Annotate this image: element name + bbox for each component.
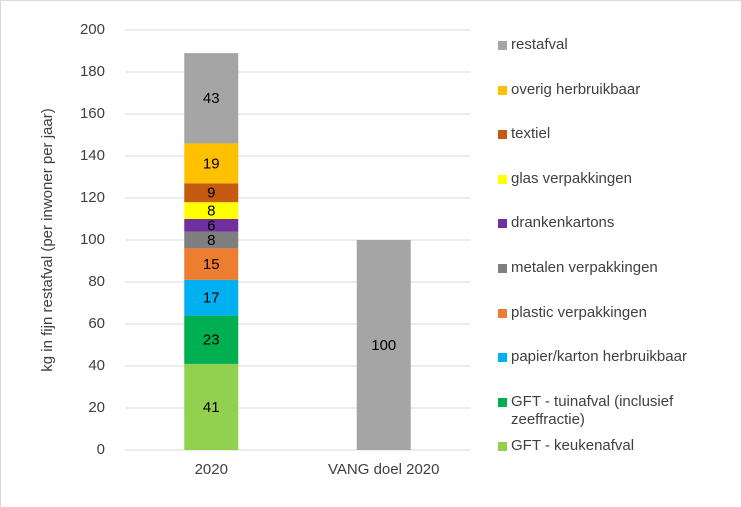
legend-item: textiel [498,125,738,143]
legend-swatch [498,85,507,95]
data-label: 100 [371,337,396,354]
data-label: 8 [207,232,215,249]
bar-segment [184,219,239,232]
data-label: 8 [207,203,215,220]
legend-label: GFT - keukenafval [511,437,635,455]
x-tick-label: VANG doel 2020 [328,461,439,478]
bar-segment [184,202,239,219]
legend-swatch [498,353,507,363]
legend-label: papier/karton herbruikbaar [511,348,687,366]
y-tick-label: 100 [80,231,105,248]
legend-item: GFT - tuinafval (inclusief zeeffractie) [498,393,738,429]
data-label: 23 [203,332,220,349]
data-label: 15 [203,256,220,273]
legend-item: GFT - keukenafval [498,437,738,455]
bar-segment [184,279,239,316]
legend-swatch [498,442,507,452]
legend-item: overig herbruikbaar [498,81,738,99]
y-tick-label: 0 [97,441,105,458]
data-label: 41 [203,399,220,416]
legend-item: metalen verpakkingen [498,259,738,277]
bar-segment [184,183,239,203]
legend-item: plastic verpakkingen [498,304,738,322]
bar-segment [184,53,239,144]
y-tick-label: 80 [88,273,105,290]
legend-label: GFT - tuinafval (inclusief zeeffractie) [511,392,674,428]
legend-item: restafval [498,36,738,54]
legend-label: textiel [511,125,551,143]
bar-segment [356,240,411,450]
y-tick-label: 160 [80,105,105,122]
y-tick-label: 120 [80,189,105,206]
bar-segment [184,143,239,184]
legend-swatch [498,264,507,273]
y-tick-label: 20 [88,399,105,416]
legend-label: glas verpakkingen [511,169,632,187]
legend-swatch [498,397,507,407]
legend-item: papier/karton herbruikbaar [498,348,738,366]
legend-swatch [498,219,507,229]
y-tick-label: 60 [88,315,105,332]
legend-label: overig herbruikbaar [511,80,641,98]
bar-segment [184,248,239,280]
legend-label: metalen verpakkingen [511,259,658,276]
bar-segment [184,231,239,249]
data-label: 17 [203,290,220,307]
data-label: 9 [207,185,215,202]
legend-item: glas verpakkingen [498,170,738,188]
bar-segment [184,315,239,364]
x-tick-label: 2020 [195,461,228,478]
data-label: 19 [203,155,220,172]
legend-label: restafval [511,36,568,53]
legend-label: drankenkartons [511,214,615,232]
legend-label: plastic verpakkingen [511,303,647,321]
y-tick-label: 140 [80,147,105,164]
y-tick-label: 200 [80,21,105,38]
y-tick-label: 180 [80,63,105,80]
data-label: 6 [207,217,215,234]
legend-swatch [498,308,507,318]
y-axis-label: kg in fijn restafval (per inwoner per ja… [39,108,56,371]
legend-item: drankenkartons [498,214,738,232]
data-label: 43 [203,90,220,107]
legend-swatch [498,174,507,184]
legend-swatch [498,41,507,50]
y-tick-label: 40 [88,357,105,374]
bar-segment [184,363,239,450]
legend-swatch [498,130,507,140]
